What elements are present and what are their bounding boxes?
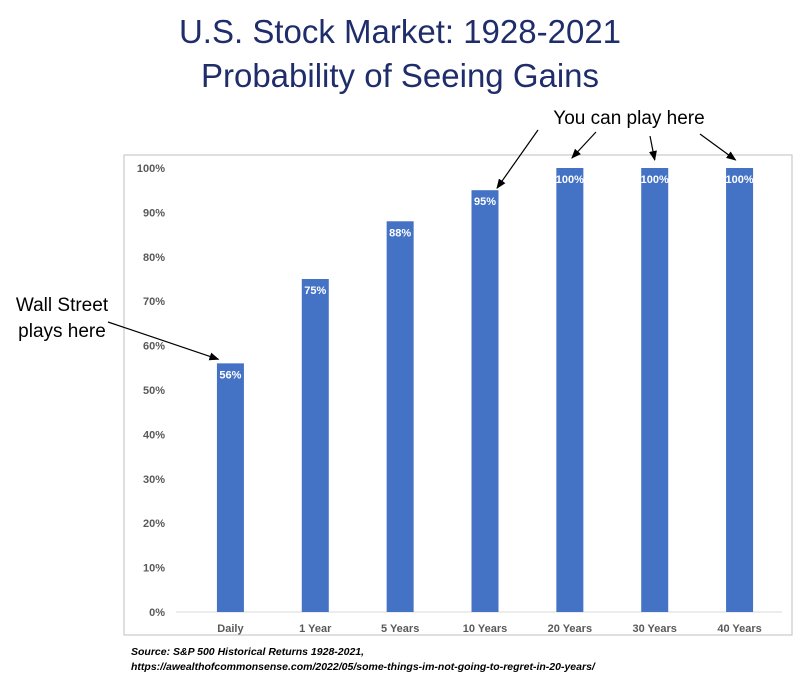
y-tick-label: 60% <box>143 341 165 353</box>
bar-data-label: 88% <box>389 227 411 239</box>
you-can-play-arrow <box>496 129 539 190</box>
plot-frame <box>123 154 793 636</box>
you-can-play-annotation-text: You can play here <box>553 108 704 129</box>
x-tick-label: 30 Years <box>632 623 676 635</box>
bar-data-label: 56% <box>219 369 241 381</box>
bar <box>386 221 414 612</box>
y-tick-label: 40% <box>143 429 165 441</box>
annotations: Wall Street plays here You can play here <box>16 108 737 361</box>
bar <box>471 190 499 612</box>
source-note-line-2: https://awealthofcommonsense.com/2022/05… <box>131 661 595 673</box>
bar-data-label: 95% <box>474 196 496 208</box>
x-axis: Daily 1 Year 5 Years 10 Years 20 Years 30 Yea… <box>217 623 762 635</box>
y-tick-label: 100% <box>137 163 165 175</box>
chart-title-line-2: Probability of Seeing Gains <box>200 57 600 94</box>
bar <box>216 363 244 612</box>
bar <box>556 168 584 612</box>
x-tick-label: 40 Years <box>717 623 761 635</box>
bar-data-label: 75% <box>304 285 326 297</box>
x-tick-label: 10 Years <box>463 623 507 635</box>
wall-street-arrow <box>107 321 220 361</box>
x-tick-label: Daily <box>217 623 244 635</box>
bar-data-label: 100% <box>726 174 754 186</box>
bar <box>641 168 669 612</box>
y-tick-label: 70% <box>143 296 165 308</box>
you-can-play-arrow <box>699 133 737 161</box>
bar-data-label: 100% <box>641 174 669 186</box>
wall-street-annotation-text: Wall Street <box>16 295 109 316</box>
bar <box>301 279 329 612</box>
y-tick-label: 50% <box>143 385 165 397</box>
bar-data-label: 100% <box>556 174 584 186</box>
wall-street-annotation-text: plays here <box>18 321 106 342</box>
y-tick-label: 20% <box>143 518 165 530</box>
x-tick-label: 5 Years <box>381 623 419 635</box>
y-tick-label: 80% <box>143 252 165 264</box>
source-note-line-1: Source: S&P 500 Historical Returns 1928-… <box>131 646 365 658</box>
chart-title-line-1: U.S. Stock Market: 1928-2021 <box>178 13 622 50</box>
you-can-play-arrow <box>571 131 597 159</box>
y-tick-label: 0% <box>149 607 165 619</box>
bars: 56% 75% 88% 95% 100% 100% 100% <box>216 168 754 612</box>
y-tick-label: 90% <box>143 207 165 219</box>
x-tick-label: 20 Years <box>548 623 592 635</box>
x-tick-label: 1 Year <box>299 623 332 635</box>
y-tick-label: 30% <box>143 474 165 486</box>
bar <box>726 168 754 612</box>
you-can-play-arrow <box>649 135 657 161</box>
y-tick-label: 10% <box>143 563 165 575</box>
